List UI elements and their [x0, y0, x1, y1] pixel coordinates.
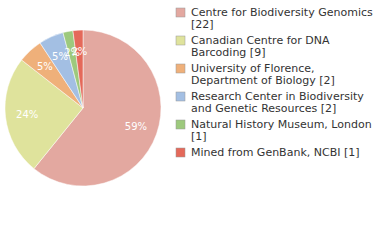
- legend-label-line: Barcoding [9]: [191, 46, 265, 59]
- pie-slice: [63, 31, 83, 108]
- data-label: 5%: [37, 61, 53, 72]
- data-label: 59%: [125, 121, 147, 132]
- legend-swatch: [176, 148, 185, 157]
- legend-swatch: [176, 36, 185, 45]
- legend-swatch: [176, 92, 185, 101]
- pie-slice: [73, 30, 83, 108]
- data-label: 24%: [16, 109, 38, 120]
- legend-label: Natural History Museum, London[1]: [191, 118, 372, 143]
- legend-label: Canadian Centre for DNABarcoding [9]: [191, 34, 330, 59]
- chart: 59%24%5%5%2%2%Centre for Biodiversity Ge…: [0, 0, 380, 240]
- legend-label-line: [1]: [191, 130, 207, 143]
- legend-label-line: [22]: [191, 18, 214, 31]
- legend-swatch: [176, 8, 185, 17]
- legend-label: Mined from GenBank, NCBI [1]: [191, 146, 360, 159]
- legend-label: University of Florence,Department of Bio…: [191, 62, 335, 87]
- legend-label-line: Department of Biology [2]: [191, 74, 335, 87]
- legend-label: Research Center in Biodiversityand Genet…: [191, 90, 364, 115]
- legend-label-line: Mined from GenBank, NCBI [1]: [191, 146, 360, 159]
- legend-label-line: Centre for Biodiversity Genomics: [191, 6, 373, 19]
- legend-label: Centre for Biodiversity Genomics[22]: [191, 6, 373, 31]
- legend: Centre for Biodiversity Genomics[22] Cana…: [176, 6, 373, 159]
- legend-swatch: [176, 64, 185, 73]
- legend-label-line: Natural History Museum, London: [191, 118, 372, 131]
- data-label: 2%: [71, 46, 87, 57]
- pie: 59%24%5%5%2%2%: [5, 30, 161, 186]
- legend-swatch: [176, 120, 185, 129]
- legend-label-line: and Genetic Resources [2]: [191, 102, 336, 115]
